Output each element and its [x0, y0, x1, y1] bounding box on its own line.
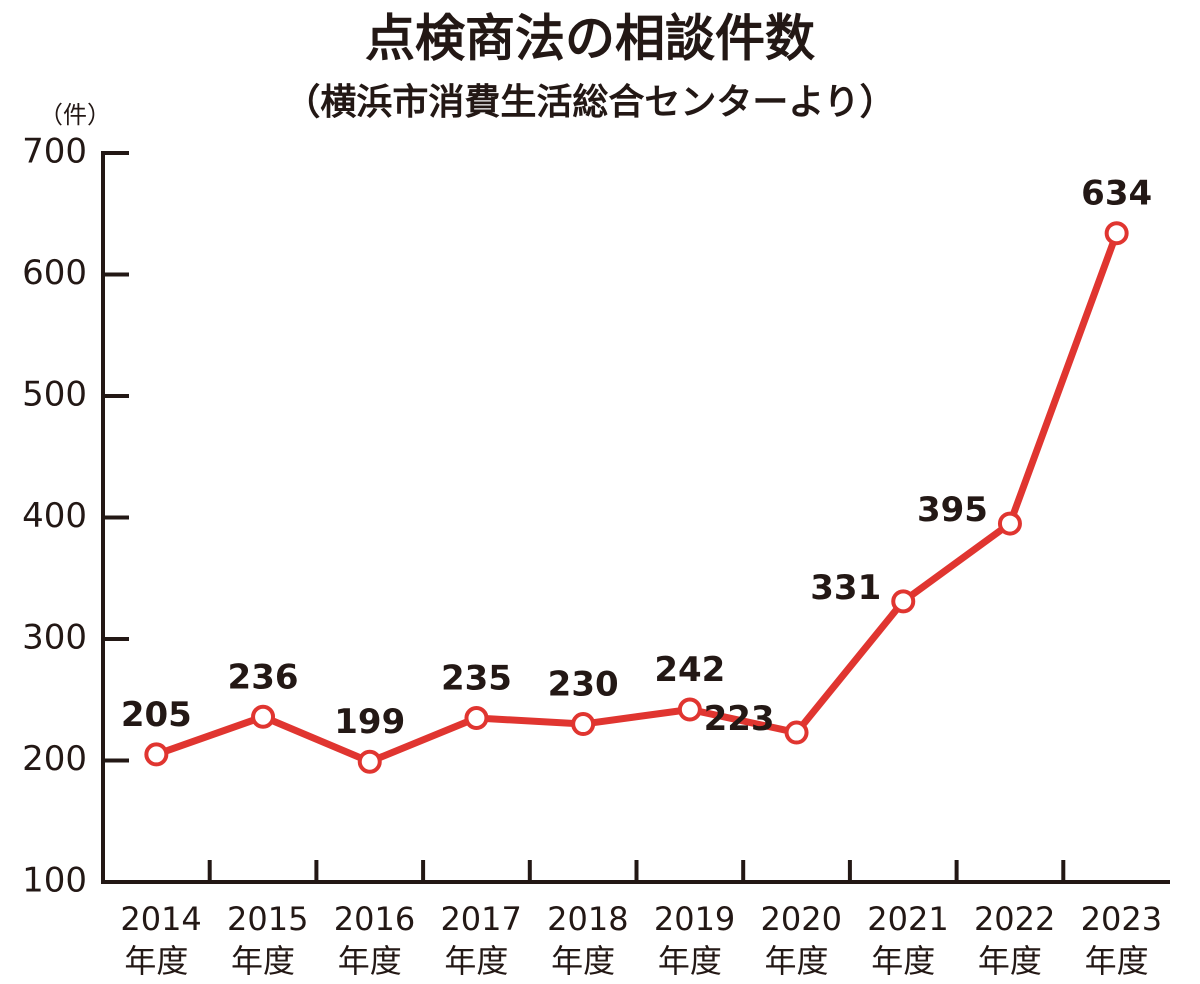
- data-point: [357, 749, 382, 774]
- data-label: 199: [334, 702, 405, 742]
- y-tick-label: 200: [22, 739, 87, 779]
- chart-title: 点検商法の相談件数: [365, 10, 815, 68]
- y-axis-label: （件）: [39, 101, 111, 129]
- data-label: 242: [654, 650, 725, 690]
- y-tick-label: 100: [22, 861, 87, 901]
- x-tick-label: 2015年度: [227, 900, 309, 980]
- data-label: 331: [810, 568, 881, 608]
- y-tick-label: 300: [22, 618, 87, 658]
- data-point: [144, 742, 169, 767]
- data-label: 236: [228, 657, 299, 697]
- x-tick-label: 2020年度: [760, 900, 842, 980]
- x-tick-label: 2022年度: [973, 900, 1056, 980]
- data-point: [784, 720, 809, 745]
- data-point: [677, 697, 702, 722]
- data-point: [251, 704, 276, 729]
- data-label: 230: [548, 665, 619, 705]
- data-point: [891, 589, 916, 614]
- x-tick-label: 2021年度: [867, 900, 949, 980]
- y-tick-label: 400: [22, 496, 87, 536]
- y-tick-label: 500: [22, 375, 87, 415]
- chart-subtitle: （横浜市消費生活総合センターより）: [284, 82, 895, 123]
- data-label: 634: [1081, 174, 1152, 214]
- data-point: [997, 511, 1022, 536]
- data-label: 223: [704, 699, 775, 739]
- x-tick-label: 2014年度: [120, 900, 202, 980]
- y-tick-label: 600: [22, 253, 87, 293]
- x-tick-label: 2016年度: [333, 900, 416, 980]
- data-label: 395: [917, 490, 988, 530]
- data-label: 205: [121, 695, 192, 735]
- data-point: [1104, 221, 1129, 246]
- data-point: [464, 705, 489, 730]
- x-tick-label: 2017年度: [440, 900, 522, 980]
- y-tick-label: 700: [22, 132, 87, 172]
- data-line: [155, 231, 1120, 766]
- x-tick-label: 2019年度: [653, 900, 736, 980]
- data-point: [571, 712, 596, 737]
- x-tick-label: 2018年度: [547, 900, 629, 980]
- data-label: 235: [441, 658, 512, 698]
- x-tick-label: 2023年度: [1080, 900, 1163, 980]
